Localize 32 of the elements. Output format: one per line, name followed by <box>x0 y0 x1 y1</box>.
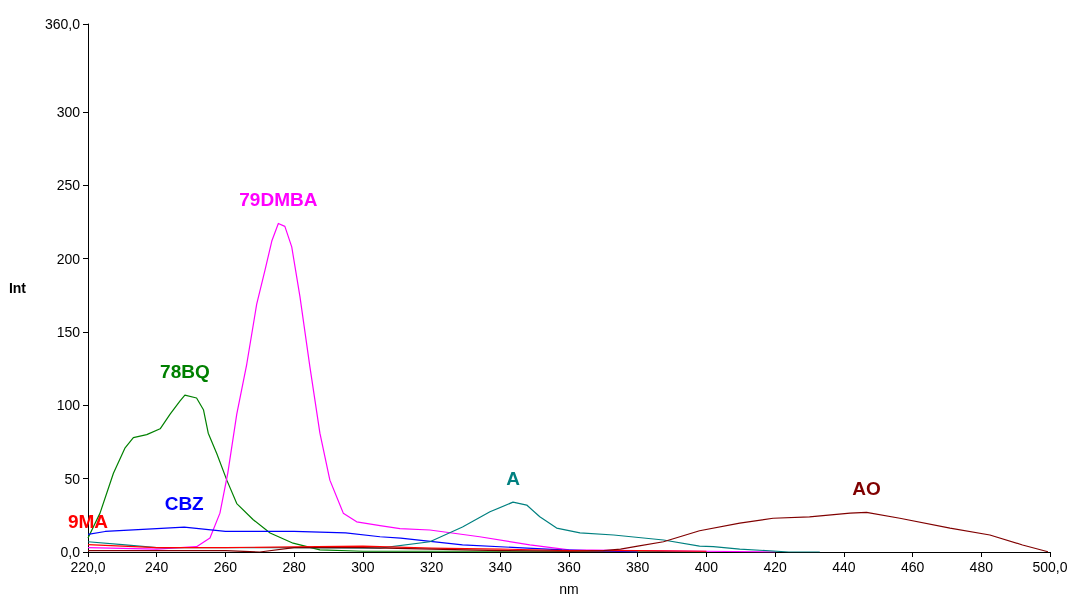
y-axis-title: Int <box>8 280 27 296</box>
y-tick-label: 50 <box>64 470 81 487</box>
x-tick-label: 360 <box>557 559 581 575</box>
series-label: 78BQ <box>160 361 210 383</box>
x-tick-label: 300 <box>351 559 375 575</box>
x-tick-label: 420 <box>763 559 788 575</box>
x-tick-label: 240 <box>145 559 169 575</box>
line-series <box>87 544 708 552</box>
x-tick-label: 480 <box>969 559 994 575</box>
x-tick-label: 400 <box>694 559 719 575</box>
series-label: A <box>506 468 521 490</box>
y-tick-label: 360,0 <box>44 16 81 32</box>
y-tick-label: 100 <box>56 397 81 414</box>
series-label: CBZ <box>164 493 205 515</box>
x-tick-label: 260 <box>213 559 238 575</box>
x-tick-label: 220,0 <box>70 559 106 575</box>
x-tick-label: 280 <box>282 559 307 575</box>
y-tick-label: 200 <box>56 250 81 267</box>
x-axis-title: nm <box>559 581 579 597</box>
x-tick-label: 380 <box>626 559 650 575</box>
y-tick-label: 150 <box>56 324 81 340</box>
x-tick-label: 460 <box>900 559 925 575</box>
series-label: 79DMBA <box>239 189 318 211</box>
y-tick-label: 250 <box>56 177 81 194</box>
x-tick-label: 500,0 <box>1032 559 1068 575</box>
series-label: AO <box>852 478 881 500</box>
x-tick-label: 320 <box>419 559 444 575</box>
y-tick-label: 0,0 <box>60 544 81 560</box>
x-tick-label: 440 <box>832 559 856 575</box>
x-tick-label: 340 <box>488 559 513 575</box>
y-tick-label: 300 <box>56 104 81 120</box>
line-series <box>87 526 639 553</box>
